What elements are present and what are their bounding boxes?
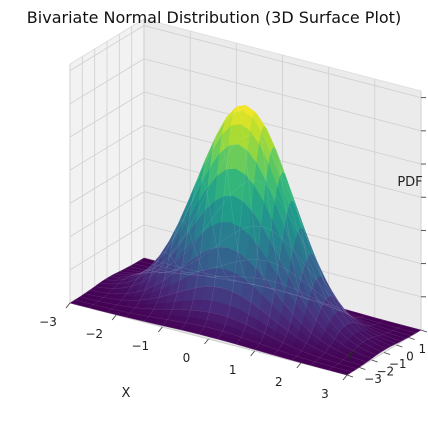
surface-wire [104, 110, 382, 352]
surface-wire [346, 329, 422, 376]
surface-wire [69, 302, 348, 376]
y-tick-label: −1 [389, 357, 407, 371]
x-axis-label: X [122, 386, 131, 401]
y-tick [371, 359, 378, 363]
chart-title: Bivariate Normal Distribution (3D Surfac… [26, 8, 402, 27]
x-tick-label: −3 [39, 315, 57, 329]
axis-ticks: −3−2−10123−3−2−101230.0250.0500.0750.100… [39, 97, 428, 401]
y-tick-label: 0 [406, 350, 414, 364]
surface-wire [94, 195, 372, 359]
x-tick [65, 302, 71, 309]
surface-wire [162, 176, 237, 326]
surface-wire [291, 295, 366, 361]
x-tick-label: 3 [321, 387, 329, 401]
surface-wire [99, 144, 377, 356]
y-tick [359, 367, 366, 370]
grid-line-z [69, 25, 422, 98]
y-tick [408, 337, 415, 340]
surface-wire [125, 252, 200, 318]
surface-wire [129, 259, 407, 339]
y-tick [346, 374, 354, 378]
surface-wire [74, 299, 352, 373]
x-tick [204, 338, 209, 345]
x-tick [157, 326, 163, 333]
grid-line-z [69, 124, 422, 198]
surface-wire [143, 257, 422, 331]
y-tick [396, 344, 403, 348]
y-tick [420, 329, 428, 333]
surface-wire [309, 320, 385, 366]
x-tick-label: −2 [85, 327, 103, 341]
surface-wire [109, 107, 387, 349]
grid-line-z [69, 191, 422, 264]
x-tick [342, 374, 348, 381]
grid-line-z [69, 157, 422, 231]
surface-wire [272, 253, 348, 356]
y-axis-label: Y [345, 350, 354, 365]
surface-wire [114, 135, 392, 347]
surface-mesh [69, 104, 422, 376]
surface-wire [119, 180, 397, 344]
surface-wire [217, 111, 292, 340]
y-tick [383, 352, 391, 355]
surface-wire [69, 257, 145, 304]
surface-wire [124, 225, 402, 342]
z-axis-label: PDF [397, 175, 422, 190]
y-tick-label: 1 [419, 342, 427, 356]
x-tick-label: 0 [183, 351, 191, 365]
surface-wire [79, 296, 357, 369]
surface-wire [328, 324, 403, 371]
surface-cell [337, 370, 351, 376]
x-tick [111, 314, 117, 321]
surface-wire [143, 220, 218, 322]
x-tick-label: 1 [229, 363, 237, 377]
surface-wire [139, 260, 417, 334]
y-tick-label: −2 [376, 365, 394, 379]
surface-wire [84, 286, 362, 366]
grid-line-z [69, 224, 422, 298]
grid-line-z [69, 58, 422, 132]
surface-wire [180, 132, 255, 330]
x-tick [296, 362, 302, 369]
surface-wire [106, 267, 181, 313]
surface-wire [199, 106, 274, 335]
y-tick-label: −3 [364, 372, 382, 386]
surface-wire [88, 262, 163, 308]
x-tick [250, 350, 256, 357]
surface-wire [254, 200, 329, 350]
x-tick-label: 2 [275, 375, 283, 389]
x-tick-label: −1 [131, 339, 149, 353]
surface-wire [89, 246, 367, 363]
surface-wire [236, 146, 311, 345]
surface-wire [134, 263, 412, 336]
grid-line-z [69, 91, 422, 165]
